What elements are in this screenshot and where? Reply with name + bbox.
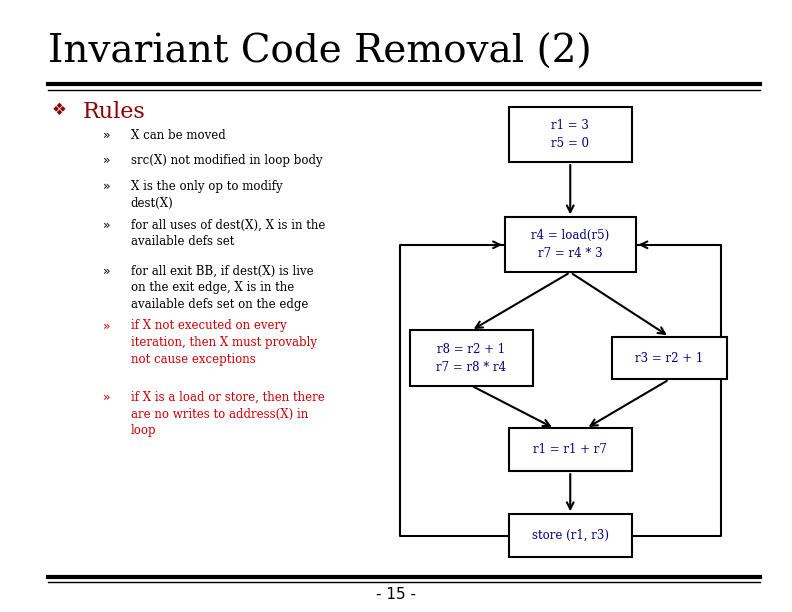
Text: if X is a load or store, then there
are no writes to address(X) in
loop: if X is a load or store, then there are …: [131, 390, 325, 438]
Text: for all uses of dest(X), X is in the
available defs set: for all uses of dest(X), X is in the ava…: [131, 218, 325, 248]
Text: src(X) not modified in loop body: src(X) not modified in loop body: [131, 154, 322, 167]
Text: for all exit BB, if dest(X) is live
on the exit edge, X is in the
available defs: for all exit BB, if dest(X) is live on t…: [131, 264, 314, 312]
Text: r8 = r2 + 1
r7 = r8 * r4: r8 = r2 + 1 r7 = r8 * r4: [436, 343, 506, 373]
Text: ❖: ❖: [51, 101, 67, 119]
FancyBboxPatch shape: [508, 107, 631, 162]
FancyBboxPatch shape: [508, 514, 631, 557]
Text: r1 = r1 + r7: r1 = r1 + r7: [533, 443, 607, 457]
Text: r1 = 3
r5 = 0: r1 = 3 r5 = 0: [551, 119, 589, 150]
Text: »: »: [103, 154, 111, 167]
Text: »: »: [103, 218, 111, 231]
FancyBboxPatch shape: [508, 428, 631, 471]
Text: »: »: [103, 319, 111, 332]
Text: if X not executed on every
iteration, then X must provably
not cause exceptions: if X not executed on every iteration, th…: [131, 319, 317, 367]
Text: r4 = load(r5)
r7 = r4 * 3: r4 = load(r5) r7 = r4 * 3: [531, 230, 609, 260]
Text: Rules: Rules: [83, 101, 146, 123]
Text: Invariant Code Removal (2): Invariant Code Removal (2): [48, 34, 592, 70]
Text: »: »: [103, 264, 111, 277]
Text: »: »: [103, 129, 111, 141]
Text: store (r1, r3): store (r1, r3): [531, 529, 609, 542]
FancyBboxPatch shape: [611, 337, 726, 379]
FancyBboxPatch shape: [410, 330, 532, 386]
Text: r3 = r2 + 1: r3 = r2 + 1: [635, 351, 703, 365]
Text: »: »: [103, 390, 111, 403]
Text: X can be moved: X can be moved: [131, 129, 226, 141]
Text: - 15 -: - 15 -: [376, 588, 416, 602]
Text: »: »: [103, 180, 111, 193]
Text: X is the only op to modify
dest(X): X is the only op to modify dest(X): [131, 180, 282, 210]
FancyBboxPatch shape: [505, 217, 635, 272]
